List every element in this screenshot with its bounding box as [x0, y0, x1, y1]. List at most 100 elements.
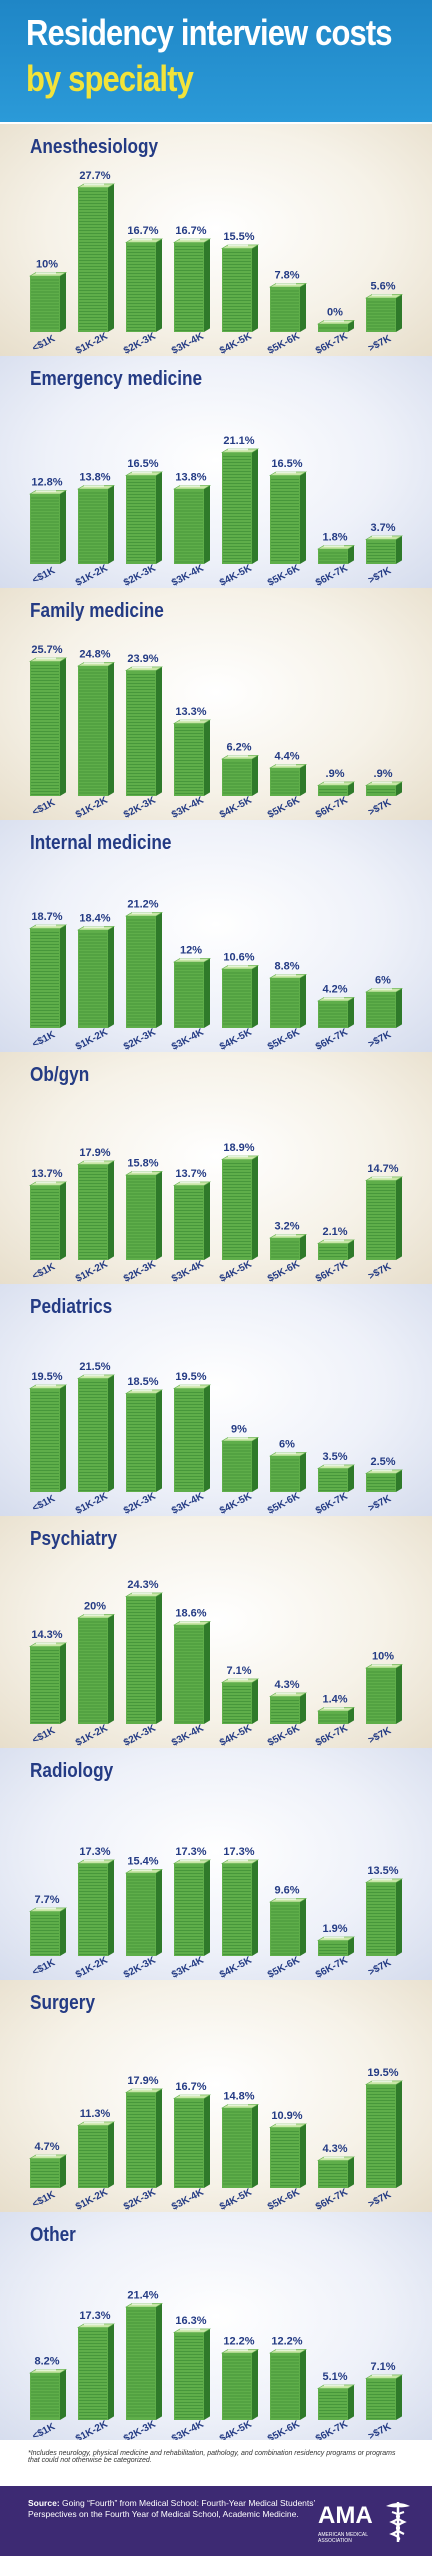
bill-highlight — [132, 666, 152, 669]
bar-2: 21.2% $2K-3K — [122, 898, 164, 1052]
data-label: 21.1% — [223, 435, 254, 447]
bar-side — [60, 924, 66, 1028]
bar-side — [252, 1859, 258, 1956]
source-bar: Source: Going “Fourth” from Medical Scho… — [0, 2486, 432, 2556]
bar-front — [126, 916, 156, 1028]
bar-front — [270, 1902, 300, 1956]
bar-side — [396, 1176, 402, 1260]
bar-front — [126, 2307, 156, 2420]
data-label: 24.8% — [79, 648, 110, 660]
bar-side — [60, 272, 66, 332]
bill-highlight — [180, 2328, 200, 2331]
bar-2: 15.4% $2K-3K — [122, 1855, 164, 1980]
bar-front — [222, 1682, 252, 1724]
bar-4: 9% $4K-5K — [218, 1423, 260, 1516]
footer: *Includes neurology, physical medicine a… — [0, 2440, 432, 2556]
category-label: $6K-7K — [314, 1954, 350, 1980]
bar-1: 18.4% $1K-2K — [74, 912, 116, 1052]
bar-side — [396, 2080, 402, 2188]
bar-side — [204, 485, 210, 564]
category-label: <$1K — [31, 797, 58, 818]
bar-0: 19.5% <$1K — [28, 1371, 68, 1514]
data-label: 3.5% — [322, 1451, 347, 1463]
category-label: $6K-7K — [314, 1490, 350, 1516]
bill-highlight — [132, 238, 152, 241]
bar-front — [222, 1441, 252, 1492]
source-label: Source: — [28, 2498, 60, 2508]
data-label: 1.9% — [322, 1923, 347, 1935]
data-label: 13.3% — [175, 706, 206, 718]
bar-front — [174, 2098, 204, 2188]
bar-front — [270, 2127, 300, 2188]
bar-side — [252, 965, 258, 1028]
category-label: $4K-5K — [218, 794, 254, 820]
panel-title: Emergency medicine — [30, 368, 203, 390]
category-label: $5K-6K — [266, 1490, 302, 1516]
category-label: $2K-3K — [122, 1722, 158, 1748]
data-label: 20% — [84, 1600, 106, 1612]
bill-highlight — [180, 238, 200, 241]
bar-chart: 25.7% <$1K 24.8% $1K-2K 23.9% $2K-3K 13.3% $3K-… — [28, 644, 404, 820]
bar-0: 10% <$1K — [28, 258, 68, 354]
data-label: 2.5% — [370, 1456, 395, 1468]
bar-side — [204, 1859, 210, 1956]
bill-highlight — [84, 662, 104, 664]
data-label: 18.6% — [175, 1607, 206, 1619]
bar-front — [30, 494, 60, 564]
bar-side — [156, 471, 162, 564]
data-label: 10.9% — [271, 2110, 302, 2122]
bar-side — [156, 666, 162, 796]
bar-front — [30, 2373, 60, 2420]
bar-side — [252, 2104, 258, 2188]
bar-side — [300, 2349, 306, 2420]
category-label: $5K-6K — [266, 1258, 302, 1284]
bar-side — [348, 545, 354, 564]
category-label: $6K-7K — [314, 2186, 350, 2212]
bill-highlight — [276, 1898, 296, 1900]
category-label: $5K-6K — [266, 1722, 302, 1748]
bar-6: 2.1% $6K-7K — [314, 1226, 356, 1284]
header: Residency interview costs by specialty — [0, 0, 432, 122]
bill-highlight — [84, 2323, 104, 2326]
category-label: $4K-5K — [218, 1258, 254, 1284]
bar-side — [204, 958, 210, 1028]
bar-3: 13.8% $3K-4K — [170, 471, 212, 588]
bar-side — [252, 1678, 258, 1724]
data-label: 14.3% — [31, 1629, 62, 1641]
bar-front — [270, 1456, 300, 1492]
bill-highlight — [372, 988, 392, 990]
data-label: 16.5% — [271, 458, 302, 470]
data-label: 18.4% — [79, 912, 110, 924]
bar-5: 6% $5K-6K — [266, 1438, 308, 1516]
bar-7: 5.6% >$7K — [364, 280, 404, 354]
bar-side — [300, 764, 306, 796]
bar-5: 8.8% $5K-6K — [266, 960, 308, 1052]
bar-side — [156, 238, 162, 332]
bar-7: 2.5% >$7K — [364, 1456, 404, 1514]
data-label: 11.3% — [80, 2108, 111, 2120]
bar-side — [252, 1155, 258, 1260]
bar-6: 4.3% $6K-7K — [314, 2143, 356, 2212]
category-label: $1K-2K — [74, 1490, 110, 1516]
bar-side — [300, 2123, 306, 2188]
bar-front — [126, 1175, 156, 1260]
bill-highlight — [324, 1936, 344, 1939]
data-label: 18.7% — [31, 911, 62, 923]
bill-highlight — [372, 294, 392, 296]
bar-front — [318, 1468, 348, 1492]
category-label: <$1K — [31, 2189, 58, 2210]
category-label: <$1K — [31, 1725, 58, 1746]
category-label: $4K-5K — [218, 1026, 254, 1052]
bar-6: 1.4% $6K-7K — [314, 1693, 356, 1748]
bar-front — [366, 785, 396, 796]
bill-highlight — [324, 997, 344, 999]
category-label: $6K-7K — [314, 1026, 350, 1052]
bar-front — [222, 2353, 252, 2420]
bar-4: 18.9% $4K-5K — [218, 1142, 260, 1284]
category-label: >$7K — [367, 797, 394, 818]
category-label: $5K-6K — [266, 1954, 302, 1980]
bar-side — [252, 1437, 258, 1492]
bill-highlight — [228, 965, 248, 967]
bar-side — [108, 1859, 114, 1956]
bar-2: 21.4%$2K-3K — [122, 2289, 164, 2444]
